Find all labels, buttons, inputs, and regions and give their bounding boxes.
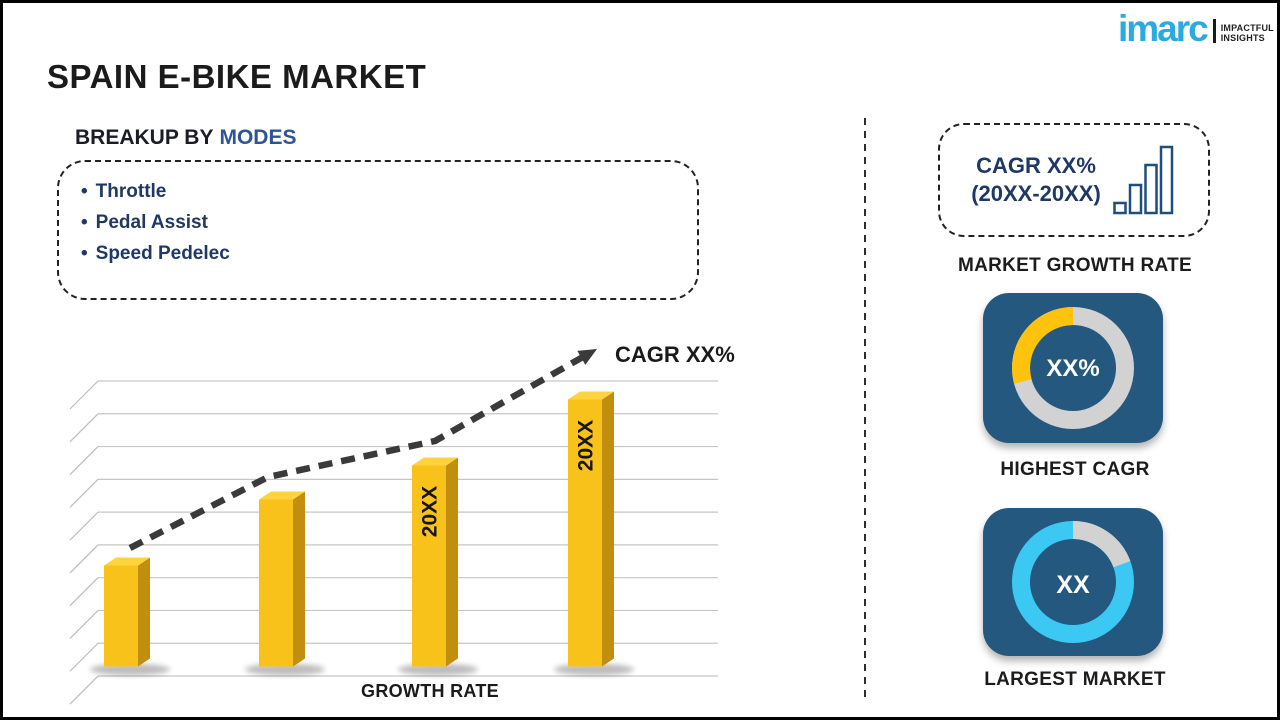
list-item: • Pedal Assist [81, 212, 208, 233]
breakup-heading-prefix: BREAKUP BY [75, 126, 214, 149]
section-divider-dashed-line [864, 118, 866, 702]
highest-cagr-donut-chart [1012, 307, 1134, 429]
breakup-heading: BREAKUP BY MODES [75, 126, 296, 150]
largest-market-card: XX [983, 508, 1163, 656]
bullet-icon: • [81, 243, 88, 264]
largest-market-value: XX [1056, 571, 1090, 599]
list-item: • Throttle [81, 181, 167, 202]
page-title: SPAIN E-BIKE MARKET [47, 58, 427, 95]
rising-bar-chart-icon [1113, 145, 1174, 215]
breakup-heading-highlight: MODES [219, 126, 297, 149]
breakup-modes-box: • Throttle • Pedal Assist • Speed Pedelec [57, 160, 699, 300]
highest-cagr-value: XX% [1046, 355, 1100, 382]
largest-market-caption: LARGEST MARKET [984, 669, 1166, 690]
chart-x-axis-label: GROWTH RATE [361, 681, 499, 701]
market-growth-rate-caption: MARKET GROWTH RATE [957, 255, 1193, 276]
bullet-icon: • [81, 212, 88, 233]
market-growth-rate-card: CAGR XX% (20XX-20XX) [938, 123, 1210, 237]
svg-text:20XX: 20XX [575, 420, 598, 471]
cagr-period-text: CAGR XX% (20XX-20XX) [971, 153, 1101, 206]
list-item: • Speed Pedelec [81, 243, 230, 264]
highest-cagr-card: XX% [983, 293, 1163, 443]
imarc-logo-wordmark: imarc [1118, 8, 1209, 49]
highest-cagr-caption: HIGHEST CAGR [1000, 459, 1150, 480]
growth-rate-bar-chart: 20XX 20XX [69, 349, 718, 705]
trend-arrow-label: CAGR XX% [615, 342, 735, 367]
bullet-icon: • [81, 181, 88, 202]
largest-market-donut-chart [1012, 520, 1134, 643]
logo-divider-bar [1212, 19, 1216, 43]
svg-text:20XX: 20XX [419, 486, 442, 537]
logo-tagline: IMPACTFUL INSIGHTS [1220, 23, 1274, 43]
imarc-logo: imarc IMPACTFUL INSIGHTS [1118, 8, 1274, 49]
